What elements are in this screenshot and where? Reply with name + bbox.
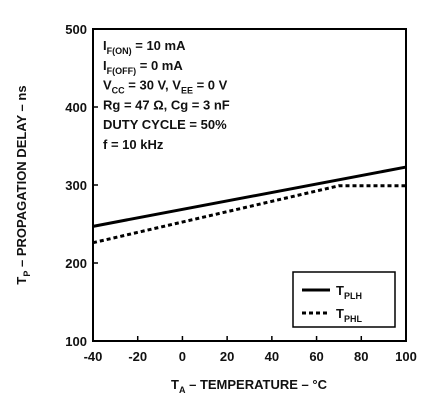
condition-line: VCC = 30 V, VEE = 0 V — [103, 78, 228, 96]
legend-label-plh: TPLH — [336, 283, 362, 301]
y-tick-label: 200 — [65, 256, 87, 271]
x-tick-label: -20 — [128, 349, 147, 364]
legend-box — [292, 271, 396, 328]
legend-label-phl: TPHL — [336, 306, 362, 324]
series-line-tplh — [92, 165, 407, 228]
y-axis-label: TP – PROPAGATION DELAY – ns — [14, 85, 32, 284]
y-tick-label: 400 — [65, 100, 87, 115]
y-tick-label: 500 — [65, 22, 87, 37]
y-tick-label: 100 — [65, 334, 87, 349]
x-tick-label: 0 — [179, 349, 186, 364]
condition-line: f = 10 kHz — [103, 137, 164, 152]
x-tick-label: 20 — [220, 349, 234, 364]
series-line-tphl — [92, 184, 406, 245]
x-tick-label: 40 — [265, 349, 279, 364]
y-tick-label: 300 — [65, 178, 87, 193]
x-tick-label: 60 — [309, 349, 323, 364]
condition-line: Rg = 47 Ω, Cg = 3 nF — [103, 97, 230, 112]
condition-line: IF(ON) = 10 mA — [103, 38, 186, 56]
x-tick-label: 100 — [395, 349, 417, 364]
series-layer — [92, 165, 407, 245]
ticks-layer: -40 -20 0 20 40 60 80 100 100 200 300 400 500 — [65, 22, 417, 364]
x-tick-label: 80 — [354, 349, 368, 364]
conditions-block: IF(ON) = 10 mA IF(OFF) = 0 mA VCC = 30 V, … — [103, 38, 230, 152]
condition-line: IF(OFF) = 0 mA — [103, 58, 183, 76]
legend: TPLH TPHL — [292, 271, 396, 328]
x-tick-label: -40 — [84, 349, 103, 364]
condition-line: DUTY CYCLE = 50% — [103, 117, 227, 132]
x-axis-label: TA – TEMPERATURE – °C — [171, 377, 328, 395]
